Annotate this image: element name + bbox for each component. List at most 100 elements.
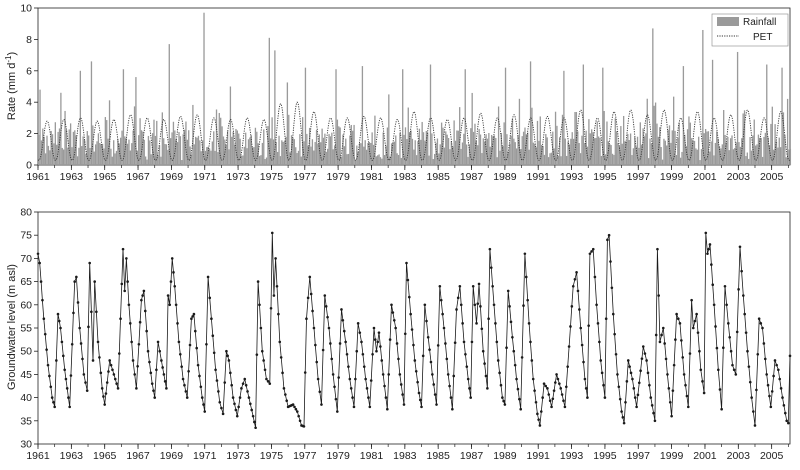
rainfall-bar (131, 143, 133, 165)
rainfall-bar (165, 144, 168, 165)
groundwater-point (76, 301, 80, 304)
rainfall-bar (536, 120, 539, 165)
top-ytick-label-4: 4 (26, 97, 32, 109)
groundwater-point (247, 396, 251, 399)
rainfall-bar (695, 148, 697, 165)
rainfall-bar (265, 157, 268, 165)
groundwater-point (470, 340, 474, 344)
rainfall-pet-panel: 0 2 4 6 8 10 1961 1963 1965 1967 1969 1971 1973 1975… (4, 3, 792, 183)
rainfall-bar (581, 135, 583, 165)
rainfall-bar (299, 134, 301, 165)
rainfall-bar (709, 151, 711, 165)
rainfall-bar (222, 136, 225, 165)
rainfall-bar (522, 131, 525, 165)
groundwater-point (515, 377, 518, 381)
rainfall-bar (104, 117, 107, 165)
rainfall-bar (568, 144, 571, 165)
rainfall-bar (611, 153, 614, 165)
rainfall-bar (171, 132, 173, 165)
groundwater-point (519, 407, 523, 411)
groundwater-point (604, 317, 608, 321)
rainfall-bar (467, 156, 469, 165)
groundwater-point (551, 397, 555, 401)
rainfall-bar (146, 159, 148, 165)
rainfall-bar (322, 137, 325, 165)
rainfall-bar (492, 136, 494, 165)
rainfall-bar (381, 158, 383, 165)
groundwater-point (471, 284, 475, 288)
rainfall-bar (317, 143, 319, 165)
rainfall-bar (168, 44, 170, 165)
rainfall-bar (158, 145, 161, 165)
rainfall-bar (101, 143, 104, 165)
groundwater-point (499, 383, 503, 387)
groundwater-point (629, 371, 633, 375)
rainfall-bar (577, 131, 579, 165)
rainfall-bar (659, 127, 661, 165)
groundwater-point (361, 352, 365, 356)
groundwater-point (214, 368, 217, 372)
groundwater-point (429, 360, 433, 364)
bottom-xtick-label-1983: 1983 (393, 450, 417, 462)
rainfall-bar (418, 128, 421, 165)
groundwater-point (563, 405, 567, 409)
rainfall-bar (75, 135, 77, 165)
rainfall-bar (174, 130, 176, 165)
groundwater-point (42, 317, 46, 321)
groundwater-point (315, 360, 319, 364)
groundwater-point (418, 398, 422, 402)
groundwater-point (552, 389, 556, 392)
groundwater-point (57, 319, 61, 323)
top-ytick-label-10: 10 (20, 3, 32, 15)
rainfall-bar (661, 159, 664, 165)
rainfall-bar (121, 130, 123, 165)
rainfall-bar (61, 147, 63, 165)
rainfall-bar (197, 135, 200, 165)
groundwater-point (624, 400, 627, 404)
groundwater-point (160, 359, 163, 362)
rainfall-bar (589, 133, 591, 165)
groundwater-point (205, 342, 208, 346)
rainfall-bar (147, 135, 150, 165)
rainfall-bar (702, 29, 704, 166)
groundwater-point (590, 250, 593, 253)
groundwater-point (704, 231, 708, 235)
rainfall-bar (628, 139, 630, 165)
rainfall-bar (488, 133, 490, 165)
rainfall-bar (560, 156, 562, 165)
groundwater-point (200, 396, 204, 399)
bottom-ytick-label-50: 50 (20, 346, 32, 358)
groundwater-point (542, 382, 546, 385)
rainfall-bar (135, 77, 137, 165)
groundwater-point (302, 425, 306, 428)
groundwater-point (523, 252, 527, 256)
bottom-xtick-label-1991: 1991 (527, 450, 551, 462)
rainfall-bar (593, 138, 596, 165)
groundwater-point (282, 387, 286, 390)
groundwater-point (496, 359, 500, 362)
rainfall-bar (667, 129, 669, 165)
rainfall-bar (567, 141, 569, 165)
rainfall-bar (276, 151, 279, 165)
groundwater-point (59, 326, 62, 330)
rainfall-bar (736, 51, 739, 165)
groundwater-point (483, 362, 486, 365)
bottom-ytick-label-70: 70 (20, 253, 32, 265)
rainfall-bar (178, 132, 180, 165)
rainfall-bar (320, 142, 322, 165)
rainfall-bar (163, 138, 165, 165)
groundwater-point (93, 280, 96, 283)
rainfall-bar (698, 136, 700, 165)
rainfall-bar (160, 156, 162, 165)
groundwater-point (643, 352, 647, 355)
rainfall-bar (132, 130, 134, 165)
rainfall-bar (199, 140, 201, 165)
rainfall-bar (499, 150, 501, 165)
rainfall-bar (764, 132, 767, 165)
rainfall-bar (450, 141, 453, 165)
groundwater-point (260, 349, 264, 353)
groundwater-point (518, 397, 521, 401)
groundwater-point (663, 342, 666, 345)
groundwater-point (596, 322, 600, 325)
